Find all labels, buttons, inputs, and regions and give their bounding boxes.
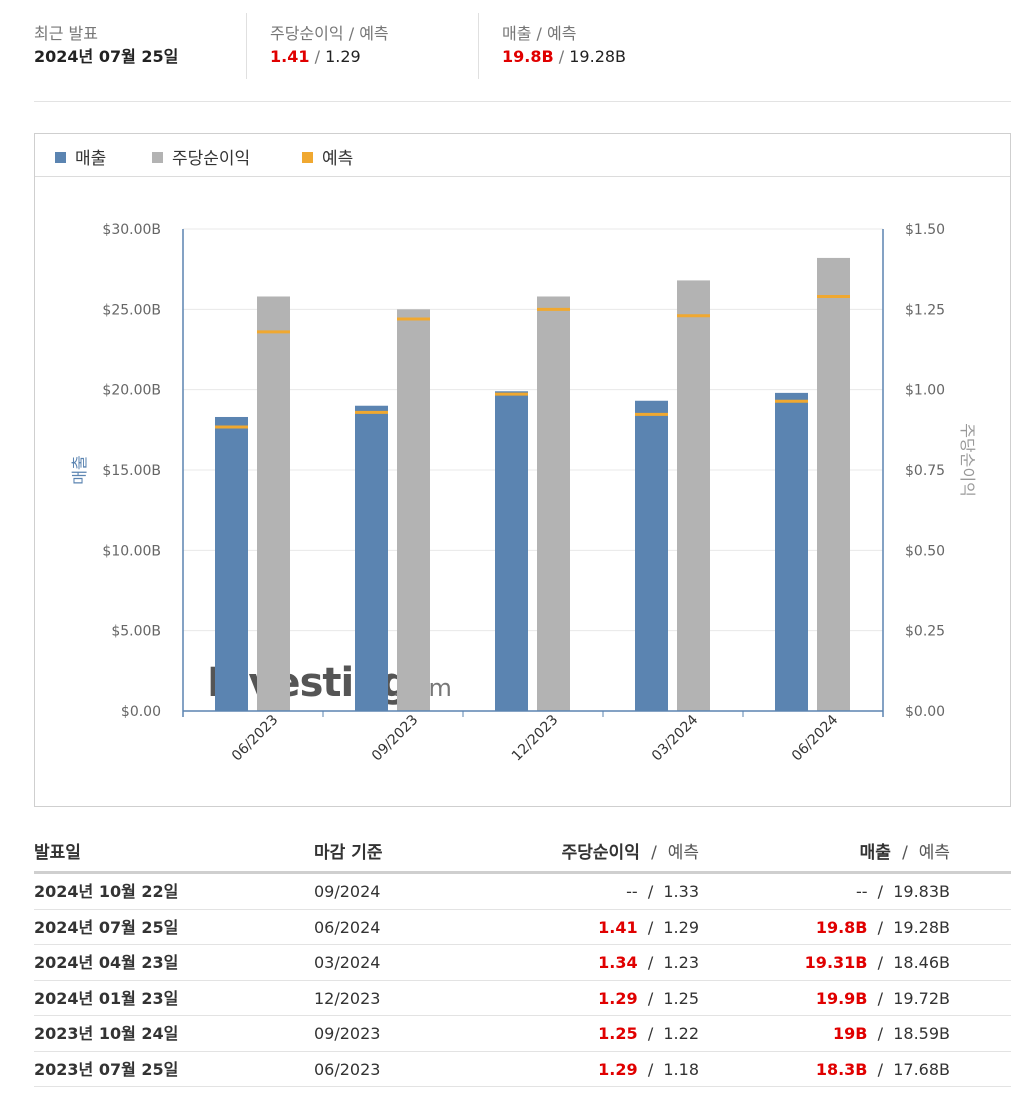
row-revenue: 19.9B / 19.72B — [815, 988, 950, 1008]
row-date: 2024년 10월 22일 — [34, 882, 179, 901]
eps-summary-label: 주당순이익 / 예측 — [270, 24, 389, 43]
right-tick-label: $0.00 — [905, 704, 945, 720]
row-eps: -- / 1.33 — [626, 882, 699, 901]
eps-summary: 주당순이익 / 예측 1.41 / 1.29 — [270, 24, 389, 68]
earnings-summary: 최근 발표 2024년 07월 25일 주당순이익 / 예측 1.41 / 1.… — [34, 10, 1011, 102]
right-tick-label: $1.25 — [905, 302, 945, 318]
category-label: 06/2023 — [229, 712, 281, 764]
row-revenue: 19.8B / 19.28B — [815, 917, 950, 937]
chart-plot: $0.00 $5.00B $10.00B $15.00B $20.00B $25.00B $… — [70, 222, 977, 765]
table-row: 2024년 04월 23일 03/2024 1.34 / 1.23 19.31B / … — [34, 945, 1011, 981]
eps-actual: 1.41 — [270, 47, 310, 66]
row-date: 2023년 10월 24일 — [34, 1024, 179, 1043]
revenue-bar — [775, 392, 808, 711]
left-axis-title: 매출 — [70, 455, 89, 484]
eps-swatch-icon — [152, 152, 163, 163]
earnings-table: 발표일 마감 기준 주당순이익 / 예측 매출 / 예측 2024년 10월 2… — [34, 836, 1011, 1087]
latest-release: 최근 발표 2024년 07월 25일 — [34, 24, 178, 68]
left-tick-label: $0.00 — [121, 704, 161, 720]
row-eps: 1.25 / 1.22 — [598, 1024, 699, 1043]
row-period: 06/2023 — [314, 1059, 381, 1079]
right-axis-title: 주당순이익 — [958, 423, 977, 497]
category-label: 03/2024 — [649, 712, 702, 765]
latest-release-date: 2024년 07월 25일 — [34, 47, 179, 66]
eps-bar — [537, 296, 570, 711]
revenue-bar — [635, 400, 668, 711]
revenue-summary-value: 19.8B / 19.28B — [502, 47, 627, 66]
right-tick-label: $0.50 — [905, 543, 945, 559]
table-row: 2024년 07월 25일 06/2024 1.41 / 1.29 19.8B / 1… — [34, 910, 1011, 945]
revenue-forecast: 19.28B — [569, 47, 627, 66]
row-period: 09/2023 — [314, 1024, 381, 1043]
table-header: 발표일 마감 기준 주당순이익 / 예측 매출 / 예측 — [34, 836, 1011, 874]
chart-legend: 매출 주당순이익 예측 — [35, 134, 1010, 177]
right-tick-label: $0.25 — [905, 624, 945, 640]
row-eps: 1.29 / 1.18 — [598, 1059, 699, 1079]
earnings-chart: 매출 주당순이익 예측 $0.00 $5.00B $10.00B $15.00B $20… — [34, 133, 1011, 807]
row-period: 03/2024 — [314, 953, 381, 972]
left-tick-label: $20.00B — [102, 383, 161, 399]
header-period: 마감 기준 — [314, 843, 383, 863]
left-tick-label: $30.00B — [102, 222, 161, 238]
divider — [246, 13, 247, 79]
left-tick-label: $5.00B — [111, 624, 161, 640]
revenue-swatch-icon — [55, 152, 66, 163]
table-row: 2024년 01월 23일 12/2023 1.29 / 1.25 19.9B / 1… — [34, 981, 1011, 1016]
legend-item-revenue[interactable]: 매출 — [55, 144, 106, 169]
row-revenue: 19.31B / 18.46B — [804, 953, 950, 972]
category-label: 06/2024 — [789, 712, 842, 765]
table-row: 2023년 07월 25일 06/2023 1.29 / 1.18 18.3B / 1… — [34, 1052, 1011, 1087]
eps-forecast: 1.29 — [325, 47, 361, 66]
row-date: 2024년 07월 25일 — [34, 917, 179, 937]
row-revenue: -- / 19.83B — [855, 882, 950, 901]
header-eps: 주당순이익 / 예측 — [561, 843, 699, 863]
eps-bar — [677, 280, 710, 711]
revenue-bar — [495, 391, 528, 711]
row-date: 2024년 01월 23일 — [34, 988, 179, 1008]
row-period: 09/2024 — [314, 882, 381, 901]
left-tick-label: $25.00B — [102, 302, 161, 318]
row-eps: 1.29 / 1.25 — [598, 988, 699, 1008]
right-tick-label: $1.00 — [905, 383, 945, 399]
table-row: 2023년 10월 24일 09/2023 1.25 / 1.22 19B / 18.… — [34, 1016, 1011, 1052]
right-tick-label: $0.75 — [905, 463, 945, 479]
row-date: 2024년 04월 23일 — [34, 953, 179, 972]
legend-item-forecast[interactable]: 예측 — [302, 144, 353, 169]
row-period: 12/2023 — [314, 988, 381, 1008]
table-row: 2024년 10월 22일 09/2024 -- / 1.33 -- / 19.83B — [34, 874, 1011, 910]
eps-bar — [817, 257, 850, 711]
eps-bar — [257, 296, 290, 711]
forecast-swatch-icon — [302, 152, 313, 163]
legend-item-eps[interactable]: 주당순이익 — [152, 144, 250, 169]
row-revenue: 18.3B / 17.68B — [815, 1059, 950, 1079]
right-tick-label: $1.50 — [905, 222, 945, 238]
left-tick-label: $15.00B — [102, 463, 161, 479]
header-revenue: 매출 / 예측 — [859, 843, 950, 863]
revenue-actual: 19.8B — [502, 47, 554, 66]
row-date: 2023년 07월 25일 — [34, 1059, 179, 1079]
divider — [478, 13, 479, 79]
category-label: 12/2023 — [509, 712, 561, 764]
latest-release-label: 최근 발표 — [34, 24, 98, 43]
eps-summary-value: 1.41 / 1.29 — [270, 47, 361, 66]
category-label: 09/2023 — [369, 712, 421, 764]
header-date: 발표일 — [34, 843, 81, 863]
revenue-bar — [215, 416, 248, 711]
left-tick-label: $10.00B — [102, 543, 161, 559]
revenue-summary: 매출 / 예측 19.8B / 19.28B — [502, 24, 626, 68]
table-body: 2024년 10월 22일 09/2024 -- / 1.33 -- / 19.83B… — [34, 874, 1011, 1087]
row-eps: 1.41 / 1.29 — [598, 917, 699, 937]
eps-bar — [397, 309, 430, 711]
row-revenue: 19B / 18.59B — [833, 1024, 950, 1043]
revenue-bar — [355, 405, 388, 711]
row-eps: 1.34 / 1.23 — [598, 953, 699, 972]
revenue-summary-label: 매출 / 예측 — [502, 24, 577, 43]
row-period: 06/2024 — [314, 917, 381, 937]
